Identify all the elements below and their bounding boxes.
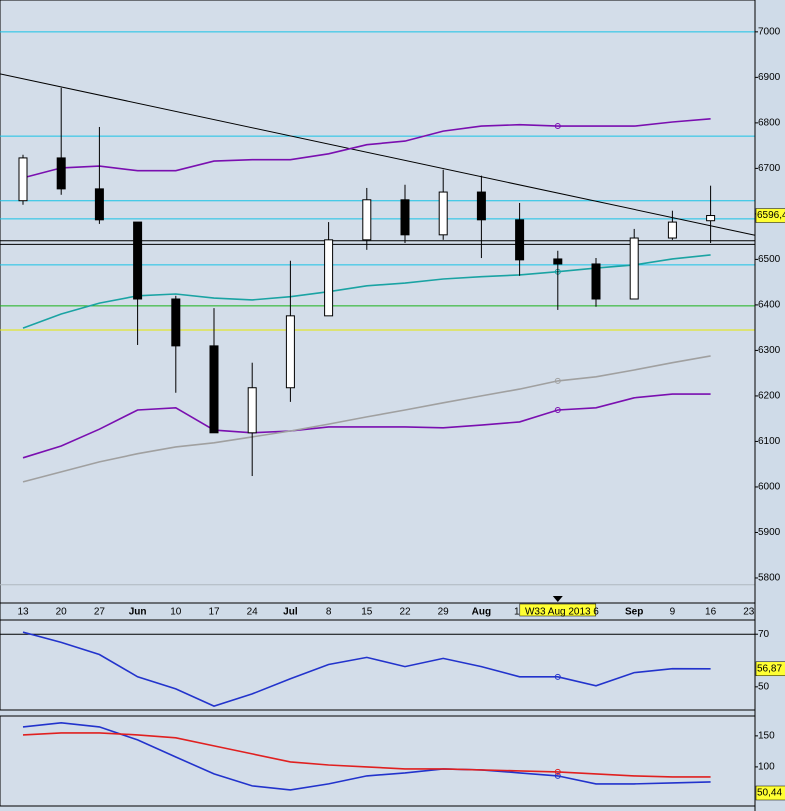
candle-body: [591, 263, 601, 300]
y-tick-label: 50: [758, 681, 770, 692]
series-line: [22, 355, 711, 483]
y-tick-label: 70: [758, 629, 770, 640]
y-tick-label: 5800: [758, 573, 781, 584]
x-tick-label: 17: [208, 607, 220, 618]
cursor-box: [519, 603, 597, 617]
last-value-label: 56,87: [757, 663, 782, 674]
x-tick-label: Sep: [625, 607, 643, 618]
last-value-box: [755, 785, 785, 801]
last-value-box: [755, 208, 785, 223]
x-tick-label: 27: [94, 607, 106, 618]
x-tick-label: 16: [705, 607, 717, 618]
y-tick-label: 7000: [758, 26, 781, 37]
x-tick-label: 15: [361, 607, 373, 618]
y-tick-label: 6400: [758, 300, 781, 311]
y-tick-label: 6800: [758, 118, 781, 129]
panel-background: [0, 715, 756, 807]
panel-background: [0, 619, 756, 711]
cursor-point: [554, 377, 561, 384]
x-tick-label: 23: [743, 607, 755, 618]
cursor-point: [554, 673, 561, 680]
x-tick-label: 20: [56, 607, 68, 618]
y-tick-label: 5900: [758, 527, 781, 538]
candle-body: [667, 221, 677, 239]
candle-body: [515, 219, 525, 261]
candle-body: [400, 199, 410, 236]
candle-body: [56, 157, 66, 190]
x-tick-label: Jul: [283, 607, 298, 618]
last-value-label: 50,44: [757, 788, 782, 799]
series-line: [22, 732, 711, 778]
y-tick-label: 6900: [758, 72, 781, 83]
y-tick-label: 150: [758, 731, 775, 742]
last-value-box: [755, 661, 785, 677]
candle-body: [362, 199, 372, 241]
series-line: [22, 118, 711, 179]
x-tick-label: 10: [170, 607, 182, 618]
cursor-point: [554, 407, 561, 414]
panel-background: [0, 0, 756, 604]
x-tick-label: 22: [399, 607, 411, 618]
candle-body: [285, 315, 295, 389]
candle-body: [18, 157, 28, 202]
candle-body: [324, 239, 334, 317]
cursor-point: [554, 772, 561, 779]
y-tick-label: 6300: [758, 345, 781, 356]
series-line: [22, 393, 711, 459]
candle-body: [171, 298, 181, 347]
candle-body: [476, 191, 486, 221]
candle-body: [438, 191, 448, 236]
x-tick-label: Aug: [472, 607, 491, 618]
x-tick-label: 6: [593, 607, 599, 618]
candle-body: [706, 215, 716, 222]
candle-body: [247, 387, 257, 434]
candle-body: [209, 345, 219, 434]
cursor-point: [554, 768, 561, 775]
x-tick-label: Jun: [129, 607, 147, 618]
y-tick-label: 6000: [758, 482, 781, 493]
cursor-arrow: [552, 596, 563, 602]
y-tick-label: 6200: [758, 391, 781, 402]
series-line: [22, 721, 711, 791]
x-tick-label: 29: [438, 607, 450, 618]
y-tick-label: 6500: [758, 254, 781, 265]
candle-body: [133, 221, 143, 300]
x-tick-label: 24: [247, 607, 259, 618]
y-tick-label: 6700: [758, 163, 781, 174]
cursor-point: [554, 123, 561, 130]
x-tick-label: 9: [670, 607, 676, 618]
series-line: [22, 631, 711, 707]
y-tick-label: 100: [758, 762, 775, 773]
trendline: [0, 73, 756, 236]
candle-body: [94, 188, 104, 221]
candle-body: [553, 258, 563, 265]
y-tick-label: 6100: [758, 436, 781, 447]
x-tick-label: 8: [326, 607, 332, 618]
x-tick-label: 13: [17, 607, 29, 618]
x-tick-label: W33 Aug 2013: [525, 607, 591, 618]
candle-body: [629, 237, 639, 300]
last-value-label: 6596,4: [757, 210, 785, 221]
